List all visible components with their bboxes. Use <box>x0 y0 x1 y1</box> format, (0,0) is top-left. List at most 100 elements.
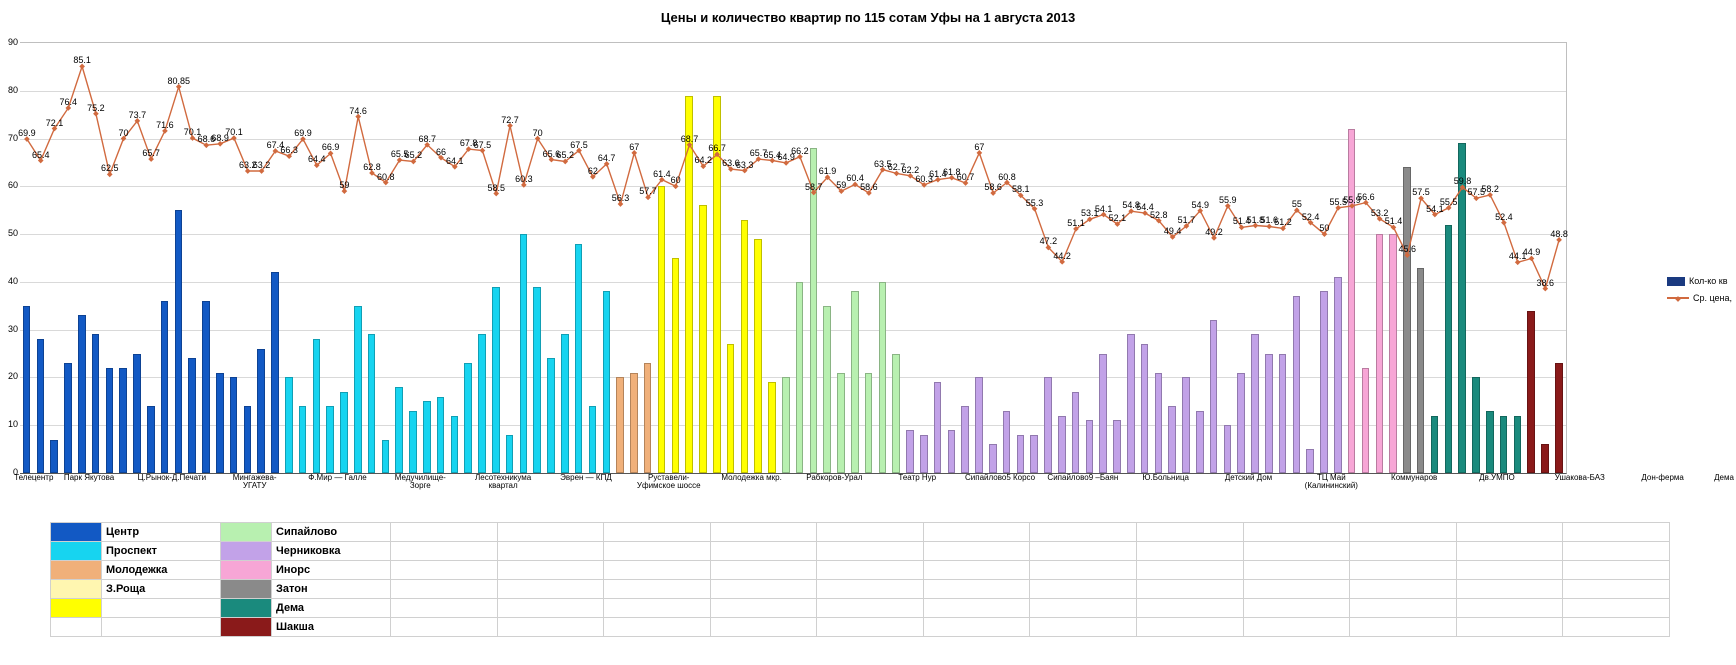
price-label: 58.2 <box>1481 184 1499 194</box>
price-label: 58.6 <box>984 182 1002 192</box>
district-swatch <box>221 580 272 599</box>
x-label: Коммунаров <box>1374 474 1454 482</box>
x-label: Сипайлово5 Корсо <box>960 474 1040 482</box>
price-label: 54.1 <box>1095 204 1113 214</box>
price-label: 76.4 <box>60 97 78 107</box>
price-label: 38.6 <box>1537 278 1555 288</box>
x-label: Ю.Больница <box>1126 474 1206 482</box>
price-label: 49.2 <box>1205 227 1223 237</box>
district-swatch <box>51 599 102 618</box>
series-legend: Кол-ко кв Ср. цена, <box>1667 275 1732 308</box>
district-swatch <box>221 599 272 618</box>
x-label: Ц.Рынок-Д.Печати <box>132 474 212 482</box>
legend-line: Ср. цена, <box>1667 292 1732 305</box>
price-label: 67 <box>974 142 984 152</box>
price-label: 72.1 <box>46 118 64 128</box>
price-label: 62.8 <box>363 162 381 172</box>
price-label: 55 <box>1292 199 1302 209</box>
x-label: Детский Дом <box>1209 474 1289 482</box>
price-label: 71.6 <box>156 120 174 130</box>
price-label: 72.7 <box>501 115 519 125</box>
legend-line-swatch <box>1667 297 1689 299</box>
district-name: Проспект <box>102 542 221 561</box>
price-label: 51.7 <box>1178 215 1196 225</box>
price-label: 65.4 <box>32 150 50 160</box>
price-label: 51.4 <box>1385 216 1403 226</box>
price-label: 66.2 <box>791 146 809 156</box>
price-label: 63.3 <box>736 160 754 170</box>
price-label: 51.2 <box>1274 217 1292 227</box>
district-swatch <box>221 542 272 561</box>
x-label: Медучилище- Зорге <box>380 474 460 491</box>
price-label: 67.5 <box>474 140 492 150</box>
price-label: 57.5 <box>1412 187 1430 197</box>
district-swatch <box>221 618 272 637</box>
x-labels: ТелецентрПарк ЯкутоваЦ.Рынок-Д.ПечатиМин… <box>20 474 1566 504</box>
price-label: 59 <box>339 180 349 190</box>
x-label: Рабкоров-Урал <box>794 474 874 482</box>
price-label: 65.7 <box>142 148 160 158</box>
y-tick: 40 <box>2 276 18 286</box>
y-tick: 60 <box>2 180 18 190</box>
price-label: 64.7 <box>598 153 616 163</box>
price-label: 63.2 <box>253 160 271 170</box>
y-tick: 10 <box>2 419 18 429</box>
price-label: 51.1 <box>1067 218 1085 228</box>
price-label: 68.7 <box>681 134 699 144</box>
district-name: Сипайлово <box>272 523 391 542</box>
price-label: 66.7 <box>708 143 726 153</box>
price-label: 70 <box>119 128 129 138</box>
price-label: 52.8 <box>1150 210 1168 220</box>
district-name: Шакша <box>272 618 391 637</box>
y-tick: 30 <box>2 324 18 334</box>
district-swatch <box>221 561 272 580</box>
legend-bar-label: Кол-ко кв <box>1689 275 1728 288</box>
district-legend: ЦентрСипайловоПроспектЧерниковкаМолодежк… <box>50 522 1670 637</box>
price-label: 55.5 <box>1440 197 1458 207</box>
price-label: 60.3 <box>515 174 533 184</box>
x-label: Эврен — КПД <box>546 474 626 482</box>
price-label: 75.2 <box>87 103 105 113</box>
price-label: 66 <box>436 147 446 157</box>
price-label: 55.3 <box>1026 198 1044 208</box>
chart-title: Цены и количество квартир по 115 сотам У… <box>0 10 1736 25</box>
price-label: 49.4 <box>1164 226 1182 236</box>
price-label: 64.4 <box>308 154 326 164</box>
price-label: 64.1 <box>446 156 464 166</box>
y-tick: 20 <box>2 371 18 381</box>
x-label: ТЦ Май (Калининский) <box>1291 474 1371 491</box>
district-name: Центр <box>102 523 221 542</box>
price-label: 61.9 <box>819 166 837 176</box>
price-label: 69.9 <box>18 128 36 138</box>
legend-bars: Кол-ко кв <box>1667 275 1732 288</box>
price-label: 62.5 <box>101 163 119 173</box>
price-label: 85.1 <box>73 55 91 65</box>
price-label: 60.8 <box>377 172 395 182</box>
price-label: 52.4 <box>1495 212 1513 222</box>
price-label: 58.7 <box>805 182 823 192</box>
x-label: Театр Нур <box>877 474 957 482</box>
price-label: 67 <box>629 142 639 152</box>
price-label: 66.3 <box>280 145 298 155</box>
x-label: Дон-ферма <box>1623 474 1703 482</box>
chart-root: Цены и количество квартир по 115 сотам У… <box>0 0 1736 665</box>
district-swatch <box>221 523 272 542</box>
district-name: Затон <box>272 580 391 599</box>
district-name: Инорс <box>272 561 391 580</box>
district-swatch <box>51 580 102 599</box>
price-label: 56.3 <box>612 193 630 203</box>
x-label: Парк Якутова <box>49 474 129 482</box>
price-label: 57.7 <box>639 186 657 196</box>
district-name: З.Роща <box>102 580 221 599</box>
price-label: 64.2 <box>695 155 713 165</box>
district-name <box>102 618 221 637</box>
price-label: 48.8 <box>1550 229 1568 239</box>
y-tick: 50 <box>2 228 18 238</box>
plot-area: 69.965.472.176.485.175.262.57073.765.771… <box>20 42 1567 474</box>
price-label: 80.85 <box>167 76 190 86</box>
district-name: Дема <box>272 599 391 618</box>
price-label: 52.4 <box>1302 212 1320 222</box>
district-swatch <box>51 542 102 561</box>
price-label: 58.1 <box>1012 184 1030 194</box>
price-label: 60 <box>671 175 681 185</box>
